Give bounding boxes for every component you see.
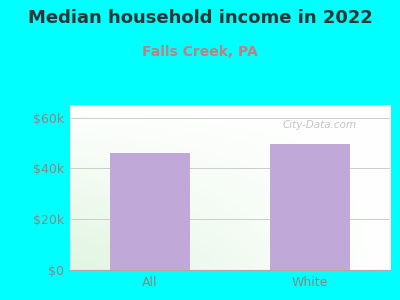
Text: Falls Creek, PA: Falls Creek, PA — [142, 45, 258, 59]
Text: Median household income in 2022: Median household income in 2022 — [28, 9, 372, 27]
Bar — [270, 144, 350, 270]
Bar — [110, 153, 190, 270]
Text: City-Data.com: City-Data.com — [282, 120, 357, 130]
